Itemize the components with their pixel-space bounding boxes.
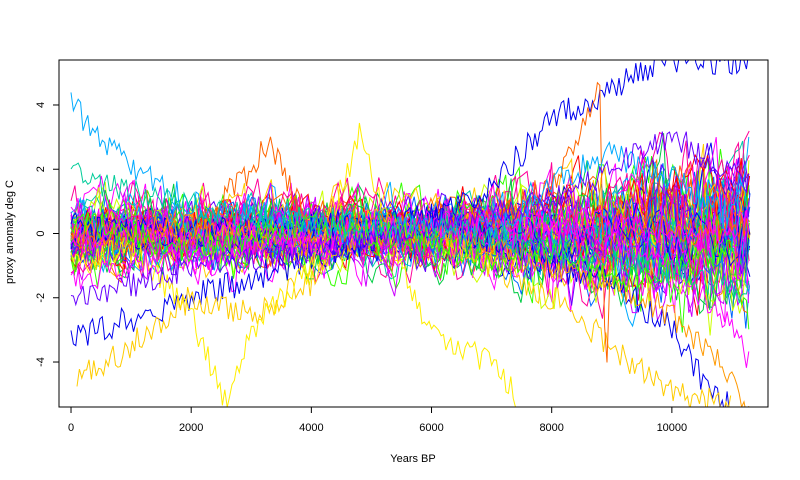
y-tick-label: 2 (35, 166, 47, 172)
background-series-line (70, 179, 749, 279)
x-axis-title: Years BP (390, 453, 435, 465)
series-line (70, 209, 750, 368)
x-tick-label: 10000 (657, 422, 688, 434)
x-tick-label: 2000 (179, 422, 203, 434)
y-axis-title: proxy anomaly deg C (4, 180, 16, 284)
series-line (70, 162, 750, 304)
x-tick-label: 4000 (299, 422, 323, 434)
y-tick-label: 0 (35, 230, 47, 236)
series-line (70, 209, 750, 330)
series-layer (70, 60, 751, 407)
series-line (70, 131, 750, 307)
x-axis: 0 2000 4000 6000 8000 10000 (68, 406, 688, 434)
x-tick-label: 0 (68, 422, 74, 434)
x-tick-label: 8000 (539, 422, 563, 434)
y-tick-label: -4 (35, 357, 47, 367)
y-tick-label: -2 (35, 293, 47, 303)
x-tick-label: 6000 (419, 422, 443, 434)
y-tick-label: 4 (35, 102, 47, 108)
y-axis: -4 -2 0 2 4 (35, 102, 60, 367)
